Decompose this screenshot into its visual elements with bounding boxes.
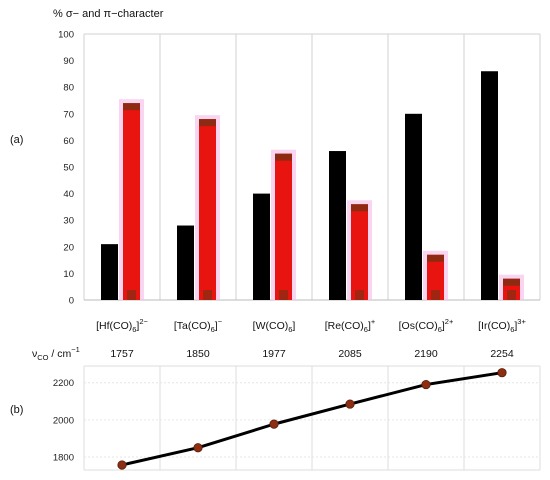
bar-pi-cap <box>275 153 292 161</box>
bar-sigma <box>253 193 270 300</box>
bar-pi-base <box>355 290 364 300</box>
bar-pi-cap <box>199 119 216 127</box>
y-tick-label: 30 <box>63 216 74 227</box>
bar-pi-base <box>127 290 136 300</box>
bar-sigma <box>329 151 346 300</box>
bar-pi <box>199 119 216 301</box>
bar-sigma <box>177 225 194 300</box>
wavenumber-label: 2190 <box>414 348 438 360</box>
bar-pi-cap <box>351 204 368 212</box>
bar-pi-cap <box>503 278 520 286</box>
bar-pi-cap <box>123 103 140 111</box>
bar-pi-cap <box>427 254 444 262</box>
data-point <box>117 460 127 470</box>
line-chart: 1757 1850 1977 2085 2190 2254 νCO / cm−1 1800 20… <box>10 345 541 471</box>
data-point <box>421 379 431 390</box>
nu-co-label: νCO / cm−1 <box>32 345 80 362</box>
data-point <box>345 399 355 409</box>
data-point <box>269 419 279 429</box>
y-tick-label: 20 <box>63 242 74 253</box>
series-line <box>121 371 503 467</box>
category-label: [W(CO)6] <box>253 320 296 334</box>
y-tick-label: 100 <box>58 30 74 41</box>
y-tick-label: 10 <box>63 269 74 280</box>
y-tick-label: 0 <box>69 296 74 307</box>
category-label: [Re(CO)6]+ <box>325 317 376 334</box>
wavenumber-label: 1977 <box>262 348 286 360</box>
panel-label-a: (a) <box>10 134 23 146</box>
bar-pi <box>275 153 292 300</box>
wavenumber-label: 1757 <box>110 348 134 360</box>
category-label: [Ta(CO)6]− <box>174 317 223 334</box>
bar-pi-base <box>203 290 212 300</box>
bar-pi <box>427 254 444 300</box>
y-axis-label: % σ− and π−character <box>53 8 164 20</box>
category-label: [Os(CO)6]2+ <box>399 317 454 334</box>
bar-pi <box>351 204 368 300</box>
panel-label-b: (b) <box>10 404 23 416</box>
y-tick-label: 2200 <box>53 378 74 389</box>
bar-pi-base <box>279 290 288 300</box>
bar-sigma <box>405 113 422 300</box>
y-tick-label: 70 <box>63 109 74 120</box>
y-tick-label: 90 <box>63 56 74 67</box>
bar-chart: 0 10 20 30 40 50 60 70 80 90 100 % σ− and π−charact… <box>10 8 541 334</box>
bar-pi-base <box>507 290 516 300</box>
y-tick-label: 1800 <box>53 453 74 464</box>
wavenumber-label: 2085 <box>338 348 362 360</box>
bar-pi <box>123 103 140 300</box>
bar-pi-base <box>431 290 440 300</box>
wavenumber-label: 1850 <box>186 348 210 360</box>
data-point <box>193 443 203 453</box>
bar-sigma <box>481 71 498 301</box>
y-tick-label: 50 <box>63 163 74 174</box>
y-tick-label: 40 <box>63 189 74 200</box>
y-tick-label: 60 <box>63 136 74 147</box>
wavenumber-label: 2254 <box>490 348 514 360</box>
category-label: [Ir(CO)6]3+ <box>478 317 526 334</box>
y-tick-label: 2000 <box>53 415 74 426</box>
bar-sigma <box>101 244 118 300</box>
data-point <box>497 368 507 378</box>
y-tick-label: 80 <box>63 83 74 94</box>
category-label: [Hf(CO)6]2− <box>96 317 148 334</box>
